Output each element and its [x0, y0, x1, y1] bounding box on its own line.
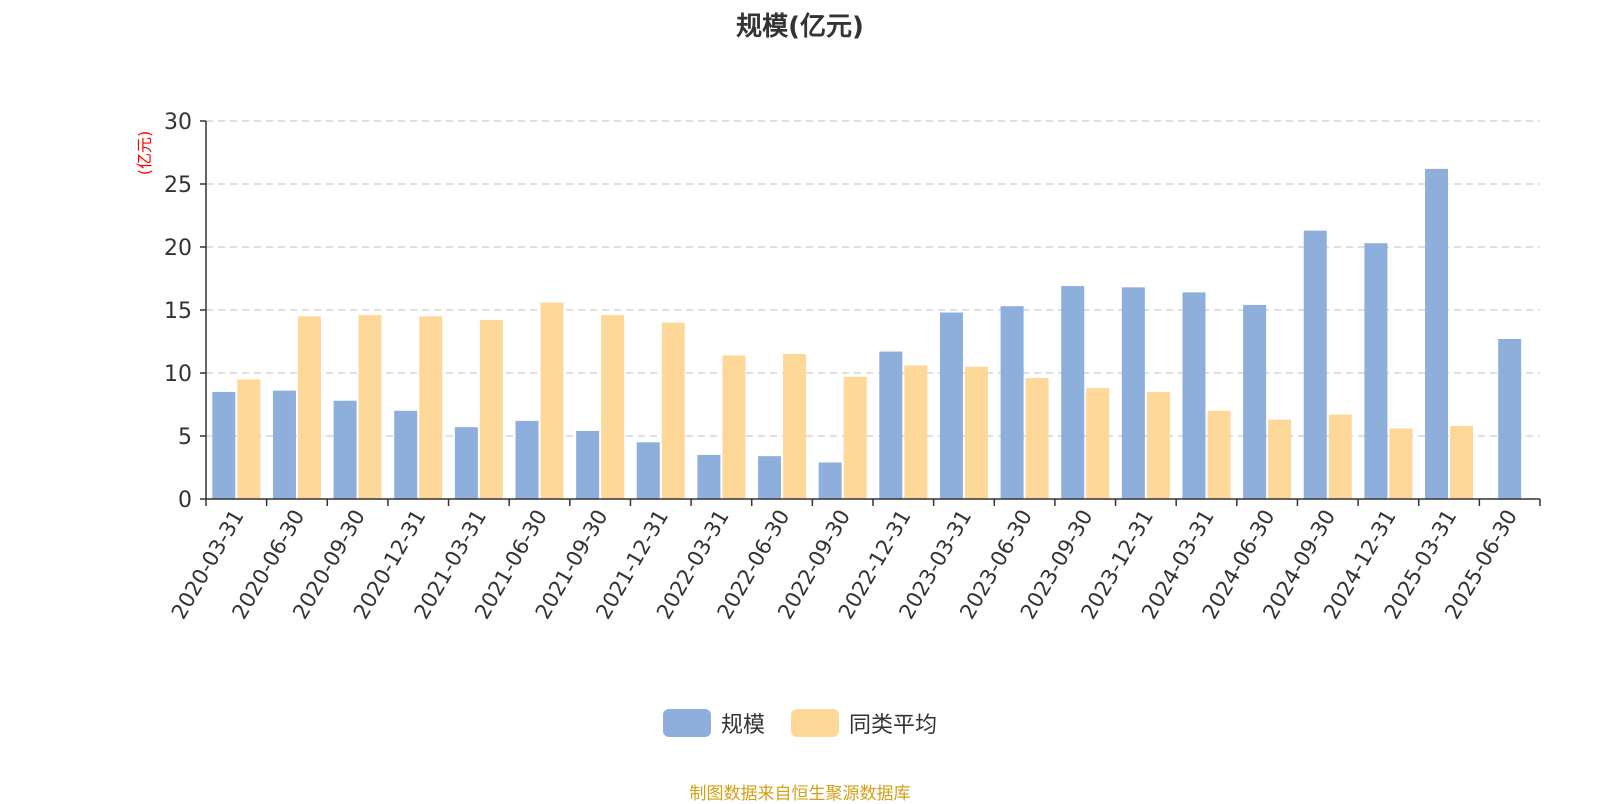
bar-scale — [1243, 305, 1266, 499]
bar-scale — [940, 313, 963, 499]
bar-scale — [1122, 287, 1145, 499]
bar-peer-average — [1147, 392, 1170, 499]
y-tick-label: 30 — [164, 110, 192, 135]
bar-peer-average — [298, 316, 321, 499]
y-tick-label: 0 — [178, 488, 192, 513]
legend-swatch-scale — [663, 709, 711, 737]
y-tick-label: 25 — [164, 173, 192, 198]
y-tick-label: 20 — [164, 236, 192, 261]
bar-scale — [1498, 339, 1521, 499]
legend-label-scale: 规模 — [721, 707, 765, 739]
bar-scale — [576, 431, 599, 499]
bar-scale — [1183, 292, 1206, 499]
source-note: 制图数据来自恒生聚源数据库 — [0, 779, 1600, 804]
bar-scale — [516, 421, 539, 499]
bar-peer-average — [662, 323, 685, 499]
bar-peer-average — [904, 365, 927, 499]
legend-swatch-peer-average — [791, 709, 839, 737]
legend-item-scale[interactable]: 规模 — [663, 707, 765, 739]
bar-peer-average — [1208, 411, 1231, 499]
bar-scale — [394, 411, 417, 499]
bar-peer-average — [1329, 415, 1352, 499]
bar-peer-average — [783, 354, 806, 499]
bar-peer-average — [480, 320, 503, 499]
bar-scale — [455, 427, 478, 499]
bar-scale — [1001, 306, 1024, 499]
legend: 规模 同类平均 — [0, 707, 1600, 739]
bar-peer-average — [1268, 420, 1291, 499]
y-tick-label: 10 — [164, 362, 192, 387]
bar-scale — [1425, 169, 1448, 499]
legend-label-peer-average: 同类平均 — [849, 707, 937, 739]
bar-scale — [1061, 286, 1084, 499]
bar-scale — [697, 455, 720, 499]
bar-peer-average — [1450, 426, 1473, 499]
bar-peer-average — [419, 316, 442, 499]
bar-peer-average — [541, 302, 564, 499]
y-tick-label: 15 — [164, 299, 192, 324]
bar-peer-average — [722, 355, 745, 499]
bar-peer-average — [237, 379, 260, 499]
bar-peer-average — [1086, 388, 1109, 499]
bar-peer-average — [359, 315, 382, 499]
bar-peer-average — [1026, 378, 1049, 499]
y-tick-label: 5 — [178, 425, 192, 450]
bar-scale — [758, 456, 781, 499]
bar-scale — [1304, 231, 1327, 499]
bar-scale — [819, 462, 842, 499]
legend-item-peer-average[interactable]: 同类平均 — [791, 707, 937, 739]
bar-peer-average — [1389, 428, 1412, 499]
bar-scale — [212, 392, 235, 499]
bar-scale — [334, 401, 357, 499]
bar-scale — [1364, 243, 1387, 499]
bar-peer-average — [844, 377, 867, 499]
bar-scale — [637, 442, 660, 499]
y-axis-label: (亿元) — [135, 131, 154, 176]
bar-peer-average — [965, 367, 988, 499]
bar-peer-average — [601, 315, 624, 499]
bar-scale — [273, 391, 296, 499]
bar-scale — [879, 352, 902, 499]
